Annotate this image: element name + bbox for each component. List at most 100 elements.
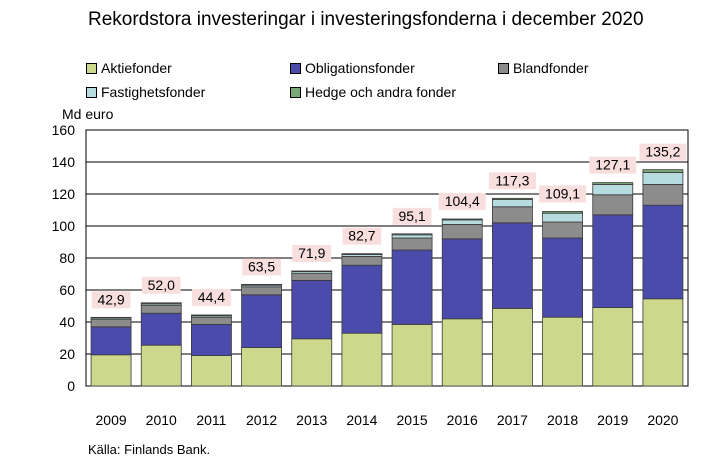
bar-2017-fastighetsfonder — [492, 199, 533, 208]
bar-2018-hedge-och-andra-fonder — [542, 211, 583, 214]
legend-swatch-obligationsfonder — [290, 62, 301, 74]
y-tick-label-40: 40 — [59, 314, 75, 330]
legend-item-aktiefonder: Aktiefonder — [86, 60, 172, 76]
y-tick-label-120: 120 — [52, 186, 76, 202]
bar-2015-aktiefonder — [391, 323, 433, 387]
legend-swatch-blandfonder — [498, 62, 509, 74]
bar-2011-aktiefonder — [191, 355, 232, 387]
bar-2020-blandfonder — [642, 183, 684, 206]
bar-2018-blandfonder — [542, 221, 583, 239]
total-label-2016: 104,4 — [445, 193, 480, 209]
bar-2013-hedge-och-andra-fonder — [291, 270, 333, 272]
legend-label-fastighetsfonder: Fastighetsfonder — [101, 84, 206, 100]
bar-2017-blandfonder — [492, 206, 533, 224]
bar-2014-obligationsfonder — [341, 264, 383, 334]
bar-2014-blandfonder — [341, 255, 383, 266]
total-label-2012: 63,5 — [248, 258, 275, 274]
bar-2011-blandfonder — [191, 316, 232, 325]
bar-2012-blandfonder — [241, 286, 282, 296]
legend-swatch-hedge-och-andra-fonder — [290, 86, 301, 98]
total-label-bg-2012 — [242, 258, 281, 276]
bar-2017-obligationsfonder — [492, 222, 533, 309]
bar-2019-blandfonder — [592, 194, 634, 216]
y-tick-label-160: 160 — [52, 122, 76, 138]
bar-2019-fastighetsfonder — [592, 183, 634, 196]
x-tick-label-2014: 2014 — [346, 412, 377, 428]
total-label-bg-2019 — [589, 156, 637, 174]
total-label-bg-2017 — [488, 172, 536, 190]
total-label-bg-2013 — [292, 244, 332, 262]
total-label-2013: 71,9 — [298, 245, 325, 261]
bar-2020-obligationsfonder — [642, 204, 684, 300]
legend-label-hedge-och-andra-fonder: Hedge och andra fonder — [305, 84, 456, 100]
bar-2015-hedge-och-andra-fonder — [391, 233, 433, 236]
y-tick-label-80: 80 — [59, 250, 75, 266]
bar-2010-aktiefonder — [140, 344, 182, 387]
x-tick-label-2010: 2010 — [146, 412, 177, 428]
x-tick-label-2020: 2020 — [647, 412, 678, 428]
bar-2011-hedge-och-andra-fonder — [191, 314, 232, 317]
y-tick-label-100: 100 — [52, 218, 76, 234]
total-label-bg-2018 — [539, 185, 587, 203]
bar-2019-hedge-och-andra-fonder — [592, 182, 634, 185]
bar-2020-aktiefonder — [642, 298, 684, 387]
total-label-2020: 135,2 — [645, 144, 680, 160]
total-label-2014: 82,7 — [348, 228, 375, 244]
total-label-2018: 109,1 — [545, 185, 580, 201]
bar-2014-hedge-och-andra-fonder — [341, 253, 383, 255]
bar-2020-fastighetsfonder — [642, 171, 684, 185]
bar-2010-hedge-och-andra-fonder — [140, 302, 182, 305]
legend-item-fastighetsfonder: Fastighetsfonder — [86, 84, 205, 100]
bar-2019-aktiefonder — [592, 307, 634, 387]
bar-2010-obligationsfonder — [140, 312, 182, 346]
bar-2013-obligationsfonder — [291, 279, 333, 340]
bar-2016-fastighetsfonder — [441, 219, 483, 225]
total-label-2011: 44,4 — [198, 289, 225, 305]
bar-2011-obligationsfonder — [191, 323, 232, 356]
bar-2015-fastighetsfonder — [391, 234, 433, 239]
y-tick-label-60: 60 — [59, 282, 75, 298]
bar-2009-aktiefonder — [90, 354, 132, 387]
chart-title: Rekordstora investeringar i investerings… — [88, 9, 644, 30]
bar-2018-fastighetsfonder — [542, 212, 583, 223]
y-tick-label-140: 140 — [52, 154, 76, 170]
plot-frame — [85, 129, 689, 387]
total-label-bg-2010 — [141, 276, 181, 294]
total-label-bg-2014 — [342, 227, 382, 245]
total-label-2017: 117,3 — [495, 172, 529, 188]
bar-2020-hedge-och-andra-fonder — [642, 169, 684, 173]
x-tick-label-2018: 2018 — [547, 412, 578, 428]
bar-2012-obligationsfonder — [241, 294, 282, 348]
y-axis-unit-label: Md euro — [62, 106, 114, 122]
bar-2009-obligationsfonder — [90, 326, 132, 356]
total-label-2015: 95,1 — [398, 208, 425, 224]
legend-swatch-fastighetsfonder — [86, 86, 97, 98]
bar-2013-aktiefonder — [291, 338, 333, 387]
x-tick-label-2009: 2009 — [96, 412, 127, 428]
legend-swatch-aktiefonder — [86, 62, 97, 74]
total-label-bg-2009 — [91, 291, 131, 309]
bar-2018-obligationsfonder — [542, 237, 583, 318]
chart-legend: Aktiefonder Obligationsfonder Blandfonde… — [78, 60, 718, 106]
total-label-bg-2020 — [639, 143, 687, 161]
legend-item-hedge-och-andra-fonder: Hedge och andra fonder — [290, 84, 456, 100]
total-label-2010: 52,0 — [148, 277, 175, 293]
x-tick-label-2019: 2019 — [597, 412, 628, 428]
bar-2014-aktiefonder — [341, 332, 383, 387]
legend-label-obligationsfonder: Obligationsfonder — [305, 60, 415, 76]
bar-2016-obligationsfonder — [441, 238, 483, 320]
legend-item-blandfonder: Blandfonder — [498, 60, 589, 76]
bar-2009-blandfonder — [90, 319, 132, 328]
bar-2016-aktiefonder — [441, 318, 483, 387]
y-tick-label-0: 0 — [67, 378, 75, 394]
bar-2010-blandfonder — [140, 304, 182, 314]
bar-2016-blandfonder — [441, 223, 483, 240]
x-tick-label-2016: 2016 — [447, 412, 478, 428]
y-tick-label-20: 20 — [59, 346, 75, 362]
bar-2013-blandfonder — [291, 272, 333, 281]
bar-2012-hedge-och-andra-fonder — [241, 283, 282, 286]
total-label-bg-2011 — [192, 288, 231, 306]
legend-label-aktiefonder: Aktiefonder — [101, 60, 172, 76]
legend-label-blandfonder: Blandfonder — [513, 60, 589, 76]
